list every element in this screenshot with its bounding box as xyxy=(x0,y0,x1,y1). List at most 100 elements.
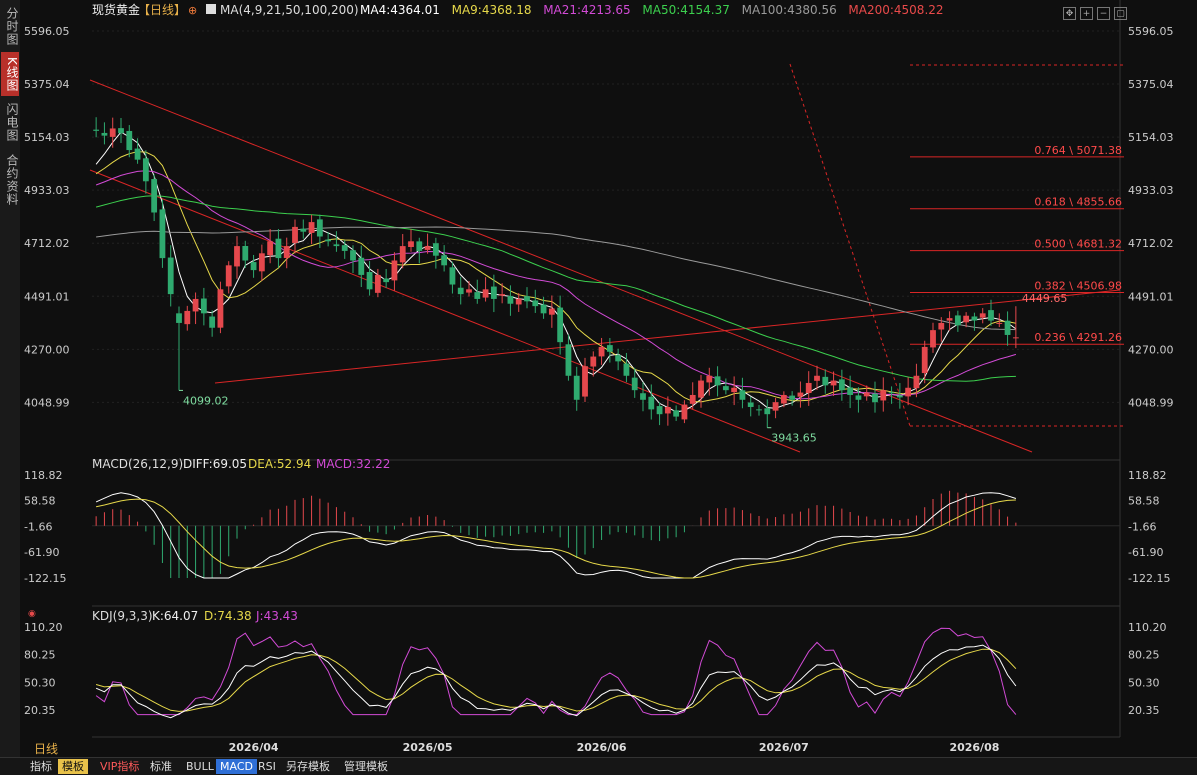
candle xyxy=(275,238,282,259)
bottom-tab[interactable]: 另存模板 xyxy=(286,760,330,773)
candle xyxy=(573,375,580,400)
candle xyxy=(921,346,928,374)
price-tick-right: 4491.01 xyxy=(1128,290,1174,303)
ma-line xyxy=(95,195,1016,382)
bottom-tab[interactable]: 指标 xyxy=(30,760,52,773)
bottom-period-label: 日线 xyxy=(34,742,58,756)
candle xyxy=(855,395,862,400)
candle xyxy=(424,246,431,250)
candle xyxy=(598,346,605,357)
candle xyxy=(681,404,688,420)
macd-diff: DIFF:69.05 xyxy=(183,457,247,471)
candle xyxy=(441,255,448,266)
candle xyxy=(838,379,845,391)
candle xyxy=(134,148,141,160)
price-tick-left: 5596.05 xyxy=(24,25,70,38)
ma-value: MA4:4364.01 xyxy=(360,3,440,17)
candle xyxy=(167,257,174,295)
instrument-title: 现货黄金 xyxy=(92,2,140,17)
macd-tick-left: -1.66 xyxy=(24,520,52,533)
candle xyxy=(698,380,704,398)
ma-line xyxy=(95,170,1017,400)
kline-chart[interactable]: 0.764 \ 5071.38 0.618 \ 4855.66 0.500 \ 46… xyxy=(20,0,1197,757)
candle xyxy=(1004,320,1011,335)
ma-value: MA200:4508.22 xyxy=(848,3,943,17)
candle xyxy=(689,394,696,404)
fib-label: 0.382 \ 4506.98 xyxy=(1034,279,1122,292)
candle xyxy=(333,244,340,247)
sidebar-tab-flash[interactable]: 闪电图 xyxy=(5,102,19,142)
price-tick-right: 5375.04 xyxy=(1128,78,1174,91)
macd-value: MACD:32.22 xyxy=(316,457,390,471)
candle xyxy=(142,158,149,182)
candle xyxy=(316,219,323,237)
ma-value: MA9:4368.18 xyxy=(452,3,532,17)
candle xyxy=(814,375,820,381)
sidebar-tab-contract[interactable]: 合约资料 xyxy=(5,154,19,206)
ma-toggle-icon[interactable] xyxy=(206,4,216,14)
sidebar: 分时图 K线图 闪电图 合约资料 xyxy=(0,0,21,774)
candle xyxy=(615,355,622,362)
candle xyxy=(200,298,207,314)
candle xyxy=(606,345,613,352)
price-tick-left: 4270.00 xyxy=(24,343,70,356)
bottom-tab[interactable]: VIP指标 xyxy=(100,760,140,773)
candle xyxy=(482,289,489,298)
zoom-in-icon[interactable]: + xyxy=(1080,7,1093,20)
candle xyxy=(341,245,348,251)
candle xyxy=(582,366,588,397)
settings-icon[interactable]: ⊕ xyxy=(188,4,197,17)
candle xyxy=(358,257,365,275)
candle xyxy=(250,262,257,271)
bottom-tab[interactable]: RSI xyxy=(258,760,276,773)
candle xyxy=(300,228,307,232)
candle xyxy=(192,298,199,312)
bottom-toolbar: 指标 模板 VIP指标 标准 BULL MACD RSI 另存模板 管理模板 xyxy=(0,757,1197,775)
fullscreen-icon[interactable]: ▢ xyxy=(1114,7,1127,20)
kdj-k: K:64.07 xyxy=(152,609,198,623)
candle xyxy=(151,179,158,213)
sidebar-tab-timeshare[interactable]: 分时图 xyxy=(5,6,19,46)
zoom-out-icon[interactable]: − xyxy=(1097,7,1110,20)
candle xyxy=(971,316,978,321)
bottom-tab[interactable]: MACD xyxy=(216,759,257,774)
macd-tick-right: -122.15 xyxy=(1128,572,1170,585)
macd-tick-left: -61.90 xyxy=(24,546,59,559)
fib-label: 0.236 \ 4291.26 xyxy=(1034,331,1122,344)
candle xyxy=(209,316,216,328)
bottom-tab[interactable]: 管理模板 xyxy=(344,760,388,773)
candle xyxy=(350,250,356,261)
candle xyxy=(258,253,265,272)
candle xyxy=(399,246,406,263)
candle xyxy=(374,274,381,293)
kdj-target-icon[interactable]: ◉ xyxy=(28,609,36,619)
candle xyxy=(234,246,240,267)
candle xyxy=(640,393,646,400)
price-tick-right: 4048.99 xyxy=(1128,396,1174,409)
candle xyxy=(988,310,994,321)
sidebar-tab-kline[interactable]: K线图 xyxy=(1,52,19,96)
price-tick-left: 4712.02 xyxy=(24,237,70,250)
bottom-tab[interactable]: BULL xyxy=(186,760,214,773)
move-icon[interactable]: ✥ xyxy=(1063,7,1076,20)
ma-line xyxy=(96,226,1016,331)
price-tick-left: 4491.01 xyxy=(24,290,70,303)
candle xyxy=(930,330,936,348)
date-label: 2026/05 xyxy=(403,741,453,754)
price-tick-right: 4712.02 xyxy=(1128,237,1174,250)
kdj-k-line xyxy=(95,644,1017,719)
candle xyxy=(664,406,671,414)
date-label: 2026/04 xyxy=(229,741,279,754)
toolbar-icons: ✥ + − ▢ xyxy=(1059,1,1127,20)
bottom-tab[interactable]: 标准 xyxy=(150,760,172,773)
bottom-tab[interactable]: 模板 xyxy=(58,759,88,774)
candle xyxy=(474,292,481,299)
candle xyxy=(93,129,100,131)
candle xyxy=(184,310,191,325)
trend-line xyxy=(214,289,1121,384)
candle xyxy=(706,375,713,383)
kdj-tick-left: 80.25 xyxy=(24,649,56,662)
candle xyxy=(979,313,986,318)
candle xyxy=(292,226,298,243)
candle xyxy=(805,382,812,394)
